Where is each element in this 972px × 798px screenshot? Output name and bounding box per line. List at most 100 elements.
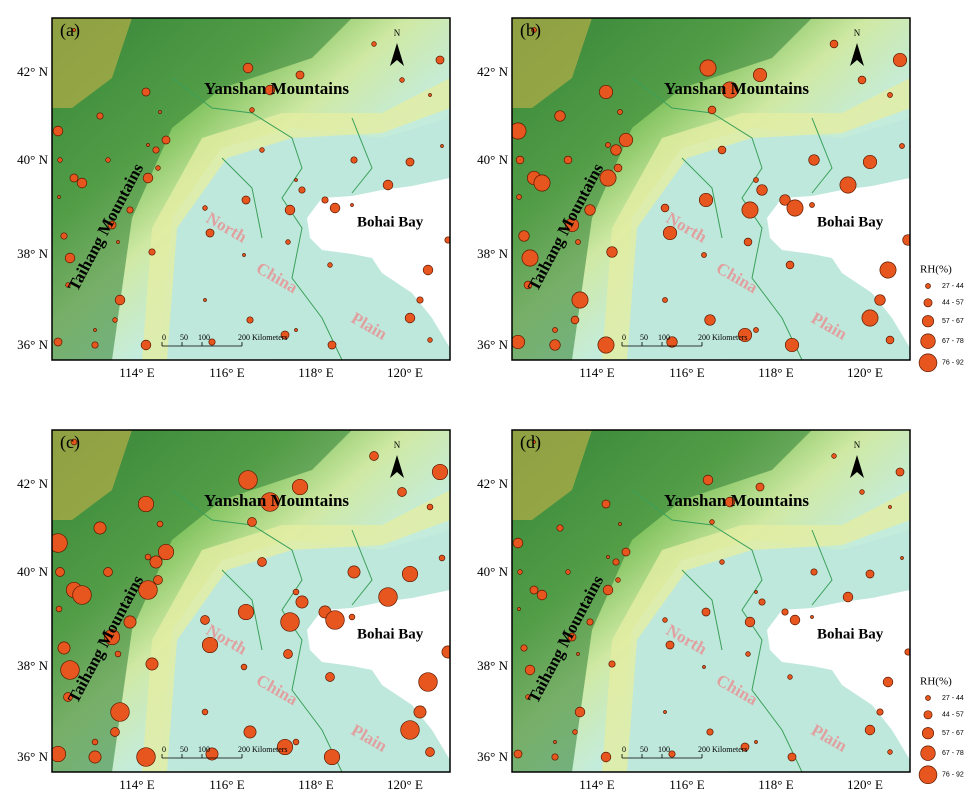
station (782, 609, 788, 615)
station (883, 677, 893, 687)
lat-tick-label: 42° N (17, 476, 48, 491)
station (284, 650, 293, 659)
scale-label: 200 Kilometers (238, 745, 288, 754)
station (159, 111, 162, 114)
station (519, 231, 530, 242)
station (601, 752, 611, 762)
station (810, 203, 815, 208)
north-label: N (854, 28, 861, 38)
station (383, 180, 393, 190)
station (241, 664, 247, 670)
station (370, 452, 379, 461)
station (239, 471, 258, 490)
station (511, 335, 524, 348)
station (746, 652, 751, 657)
station (553, 328, 558, 333)
station (92, 342, 98, 348)
lon-tick-label: 118° E (298, 777, 333, 792)
station (575, 707, 585, 717)
station (616, 578, 621, 583)
station (718, 146, 726, 154)
scale-label: 50 (640, 333, 648, 342)
station (379, 588, 398, 607)
legend-title: RH(%) (920, 676, 952, 688)
scale-label: 0 (162, 745, 166, 754)
scale-label: 100 (658, 745, 670, 754)
station (598, 337, 614, 353)
legend-symbol (926, 696, 931, 701)
station (759, 599, 765, 605)
legend-symbol (921, 334, 936, 349)
station (242, 196, 250, 204)
station (293, 739, 299, 745)
station (599, 85, 612, 98)
station (566, 570, 571, 575)
station (663, 298, 668, 303)
lon-tick-label: 120° E (387, 777, 423, 792)
lon-tick-label: 120° E (847, 777, 883, 792)
station (330, 203, 340, 213)
station (115, 295, 125, 305)
station (432, 464, 447, 479)
station (661, 204, 669, 212)
legend-symbol (919, 766, 937, 784)
station (537, 590, 547, 600)
station (790, 615, 800, 625)
scale-label: 100 (198, 333, 210, 342)
station (517, 195, 522, 200)
place-label: Bohai Bay (817, 214, 884, 230)
station (663, 618, 668, 623)
station (113, 318, 118, 323)
map-body (510, 18, 913, 360)
lat-tick-label: 36° N (477, 749, 508, 764)
station (865, 725, 875, 735)
scale-label: 50 (640, 745, 648, 754)
station (250, 108, 255, 113)
station (56, 568, 65, 577)
station (703, 475, 713, 485)
station (787, 200, 803, 216)
station (351, 157, 357, 163)
station (351, 204, 354, 207)
station (104, 568, 113, 577)
station (622, 548, 630, 556)
lat-tick-label: 40° N (477, 564, 508, 579)
station (145, 554, 151, 560)
scale-label: 0 (622, 333, 626, 342)
station (348, 566, 360, 578)
station (786, 261, 794, 269)
station (903, 235, 914, 246)
lat-tick-label: 38° N (477, 658, 508, 673)
station (58, 642, 70, 654)
lat-tick-label: 38° N (477, 246, 508, 261)
station (893, 53, 906, 66)
station (324, 749, 339, 764)
station (238, 604, 253, 619)
scale-label: 200 Kilometers (698, 745, 748, 754)
station (295, 179, 298, 182)
station (886, 336, 894, 344)
place-label: Bohai Bay (817, 626, 884, 642)
legend: RH(%)27 - 4444 - 5757 - 6767 - 7876 - 92 (919, 676, 964, 784)
panel-label: (a) (60, 20, 80, 41)
station (428, 338, 433, 343)
station (702, 608, 710, 616)
station (611, 145, 622, 156)
station (552, 754, 558, 760)
place-label: Bohai Bay (357, 214, 424, 230)
station (138, 496, 153, 511)
station (555, 111, 566, 122)
legend-label: 76 - 92 (942, 360, 964, 367)
north-label: N (394, 440, 401, 450)
station (571, 316, 579, 324)
legend-symbol (924, 711, 932, 719)
lat-tick-label: 38° N (17, 246, 48, 261)
north-label: N (854, 440, 861, 450)
station (618, 110, 623, 115)
station (156, 166, 161, 171)
station (398, 488, 407, 497)
map-body (52, 18, 451, 360)
map-body (512, 430, 911, 772)
station (295, 329, 298, 332)
